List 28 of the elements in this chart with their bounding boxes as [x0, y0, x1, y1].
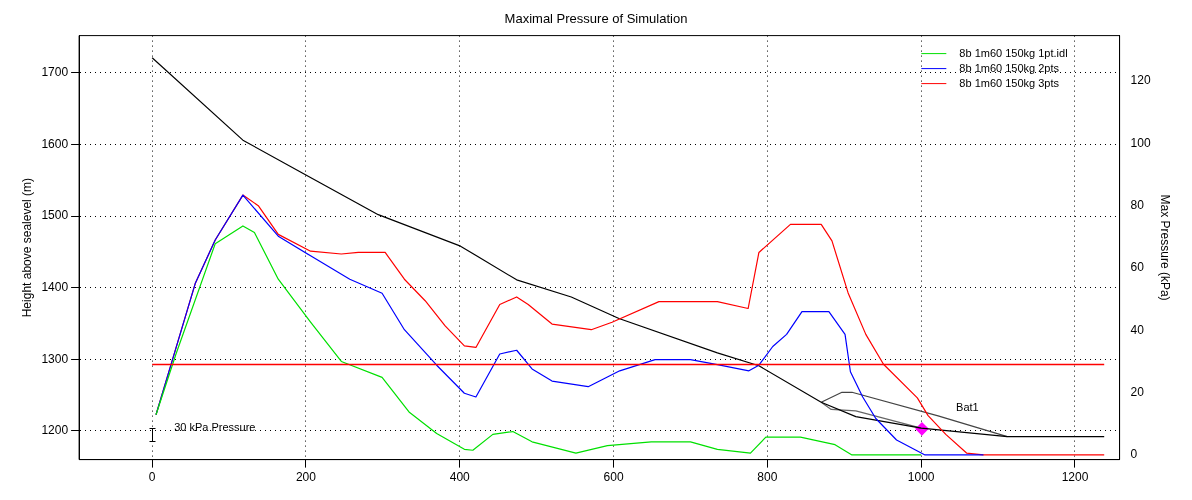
x-tick-label: 600 — [603, 470, 624, 485]
legend-label: 8b 1m60 150kg 1pt.idl — [959, 46, 1068, 59]
annotation: Bat1 — [956, 400, 979, 413]
legend-label: 8b 1m60 150kg 2pts — [959, 61, 1060, 74]
chart-title: Maximal Pressure of Simulation — [504, 11, 688, 27]
x-tick-label: 1200 — [1061, 470, 1089, 485]
y-tick-label: 1400 — [41, 280, 69, 295]
y-tick-label: 1300 — [41, 351, 69, 366]
y2-tick-label: 20 — [1130, 384, 1145, 399]
y2-tick-label: 60 — [1130, 260, 1145, 275]
legend-label: 8b 1m60 150kg 3pts — [959, 76, 1060, 89]
y2-tick-label: 0 — [1130, 447, 1138, 462]
y2-tick-label: 120 — [1130, 73, 1151, 88]
x-tick-label: 0 — [148, 470, 156, 485]
y-tick-label: 1500 — [41, 208, 69, 223]
y2-axis-title: Max Pressure (kPa) — [1158, 194, 1173, 301]
annotation: 30 kPa Pressure — [174, 420, 256, 433]
x-tick-label: 400 — [449, 470, 471, 485]
y-tick-label: 1600 — [41, 136, 69, 151]
y2-tick-label: 80 — [1130, 198, 1145, 213]
x-tick-label: 800 — [757, 470, 778, 485]
y2-tick-label: 100 — [1130, 135, 1151, 150]
x-tick-label: 200 — [295, 470, 317, 485]
x-tick-label: 1000 — [907, 470, 935, 485]
y2-tick-label: 40 — [1130, 322, 1145, 337]
y-tick-label: 1200 — [41, 423, 69, 438]
y-axis-title: Height above sealevel (m) — [19, 177, 34, 318]
y-tick-label: 1700 — [41, 65, 69, 80]
